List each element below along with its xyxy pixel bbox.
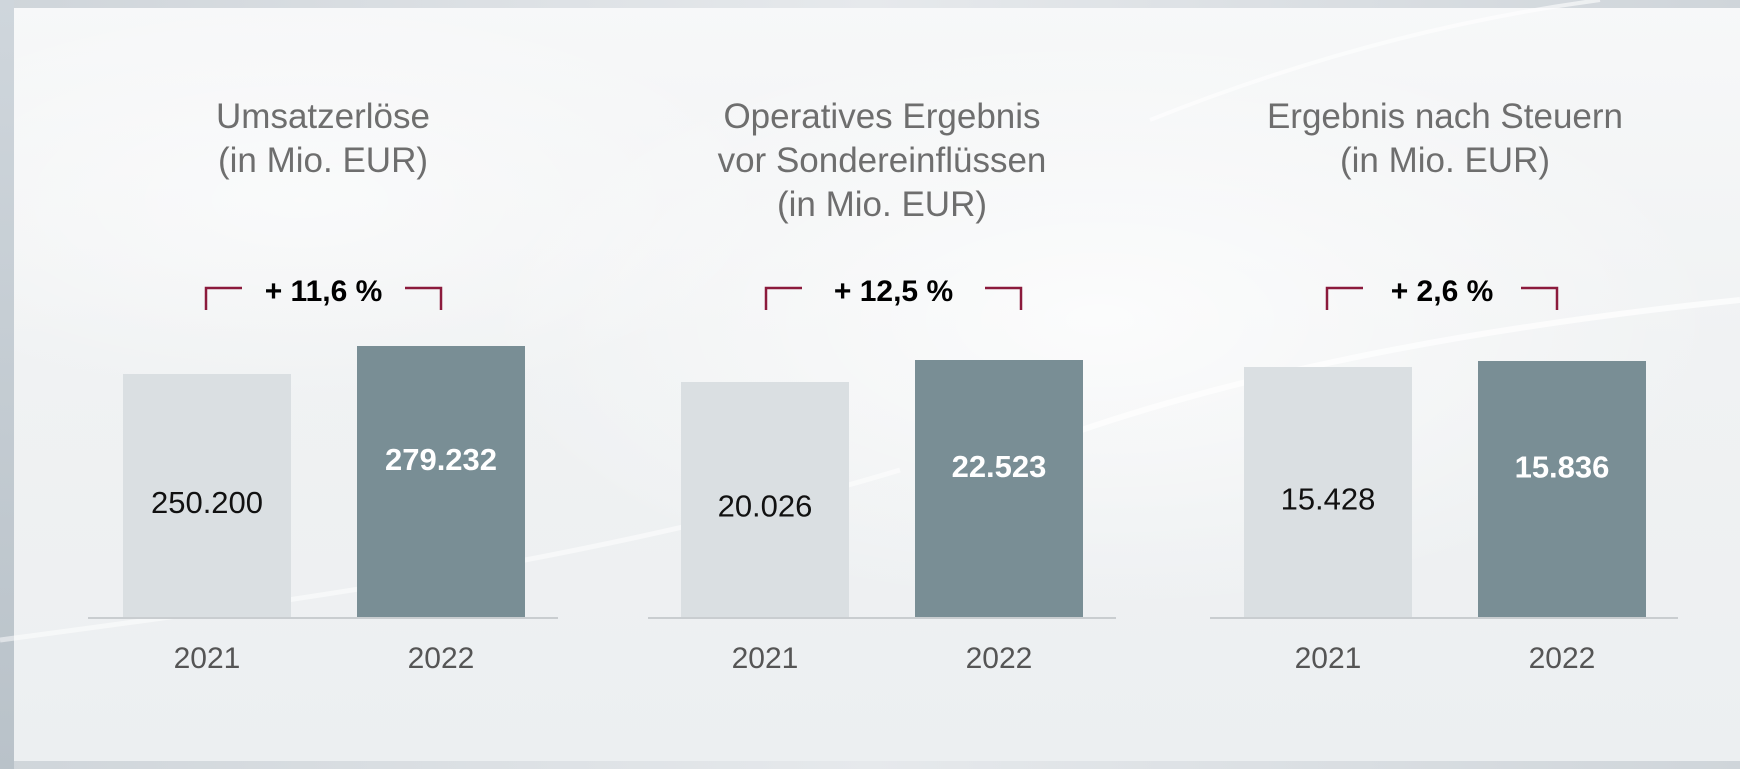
chart1-growth-bracket-right [405, 286, 443, 310]
chart2-growth-label: + 12,5 % [834, 275, 953, 308]
chart1-value-label-2021: 250.200 [151, 485, 263, 520]
chart1-growth-bracket-left [204, 286, 242, 310]
chart2-value-label-2021: 20.026 [718, 489, 813, 524]
chart3-value-label-2021: 15.428 [1281, 482, 1376, 517]
chart2-title-line: (in Mio. EUR) [777, 185, 987, 224]
chart3-value-label-2022: 15.836 [1515, 450, 1610, 485]
chart2-value-label-2022: 22.523 [952, 449, 1047, 484]
chart1-x-tick-2022: 2022 [408, 642, 475, 675]
chart3-x-tick-2021: 2021 [1295, 642, 1362, 675]
chart2-bar-2022 [915, 360, 1083, 618]
slide-frame-bottom [0, 761, 1740, 769]
chart2-growth-bracket-left [764, 286, 802, 310]
chart2-x-tick-2022: 2022 [966, 642, 1033, 675]
chart2-title-line: vor Sondereinflüssen [718, 141, 1047, 180]
chart1-title-line: Umsatzerlöse [216, 97, 430, 136]
chart3-title-line: Ergebnis nach Steuern [1267, 97, 1623, 136]
chart2-title-line: Operatives Ergebnis [723, 97, 1040, 136]
chart3-growth-bracket-left [1325, 286, 1363, 310]
chart3-title-line: (in Mio. EUR) [1340, 141, 1550, 180]
chart1-bar-2021 [123, 374, 291, 618]
chart1-value-label-2022: 279.232 [385, 442, 497, 477]
chart2-growth-bracket-right [985, 286, 1023, 310]
chart1-title-line: (in Mio. EUR) [218, 141, 428, 180]
chart3-bar-2021 [1244, 367, 1412, 618]
chart3-bar-2022 [1478, 361, 1646, 618]
slide-frame-top [0, 0, 1740, 8]
chart3-growth-label: + 2,6 % [1391, 275, 1494, 308]
chart3-growth-bracket-right [1521, 286, 1559, 310]
chart1-bar-2022 [357, 346, 525, 618]
chart2-x-tick-2021: 2021 [732, 642, 799, 675]
chart2-bar-2021 [681, 382, 849, 618]
chart1-x-tick-2021: 2021 [174, 642, 241, 675]
chart3-x-tick-2022: 2022 [1529, 642, 1596, 675]
chart1-growth-label: + 11,6 % [265, 275, 383, 308]
